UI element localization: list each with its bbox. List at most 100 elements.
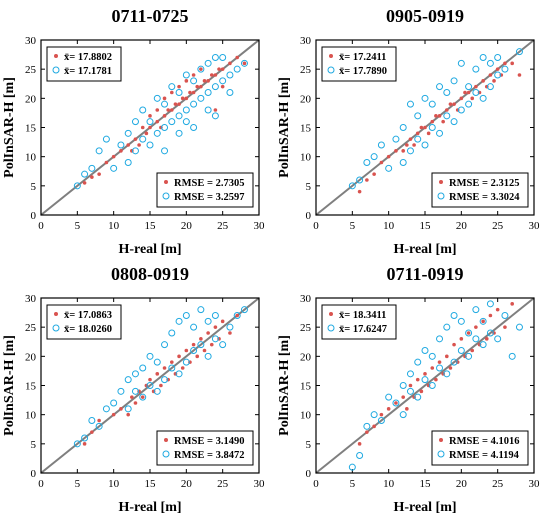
- x-axis-label: H-real [m]: [118, 500, 181, 515]
- y-tick-label: 25: [25, 322, 37, 334]
- legend-rmse-marker-blue: [437, 192, 445, 200]
- x-tick-label: 10: [383, 478, 395, 490]
- point-red: [466, 90, 471, 95]
- legend-mean-label: x̄= 17.2411: [339, 52, 386, 63]
- y-tick-label: 15: [25, 381, 37, 393]
- legend-rmse-box: [431, 172, 529, 208]
- point-blue: [472, 335, 480, 343]
- point-red: [510, 302, 514, 306]
- point-blue: [363, 159, 371, 166]
- y-tick-label: 30: [25, 293, 37, 305]
- point-red: [405, 143, 409, 147]
- point-red: [209, 342, 214, 347]
- point-blue: [219, 77, 227, 85]
- point-red: [82, 181, 87, 185]
- point-blue: [501, 312, 509, 319]
- point-red: [445, 354, 449, 359]
- point-blue: [233, 312, 241, 319]
- point-red: [90, 175, 94, 179]
- point-blue: [182, 71, 190, 79]
- point-blue: [161, 341, 169, 349]
- point-blue: [131, 147, 139, 155]
- point-red: [166, 108, 170, 112]
- legend-mean-box: [321, 304, 397, 340]
- x-tick-label: 15: [145, 220, 157, 232]
- point-red: [437, 360, 442, 364]
- x-axis-label: H-real [m]: [118, 242, 181, 257]
- point-red: [111, 154, 116, 159]
- y-axis-label: PolInSAR-H [m]: [2, 335, 17, 436]
- point-red: [148, 114, 152, 118]
- point-blue: [226, 89, 234, 96]
- y-axis-label: PolInSAR-H [m]: [277, 77, 292, 178]
- point-red: [199, 84, 203, 89]
- legend-mean-box: [46, 304, 122, 340]
- point-blue: [377, 417, 385, 424]
- x-tick-label: 25: [217, 220, 229, 232]
- plot-frame: [315, 39, 535, 216]
- series-blue: [73, 306, 248, 448]
- point-red: [162, 114, 167, 118]
- point-blue: [356, 176, 364, 184]
- point-blue: [472, 306, 480, 314]
- point-blue: [168, 329, 176, 337]
- point-red: [503, 61, 507, 66]
- x-tick-label: 30: [254, 220, 266, 232]
- point-blue: [399, 124, 407, 131]
- point-blue: [190, 77, 198, 85]
- y-tick-label: 5: [31, 439, 37, 451]
- point-blue: [219, 341, 227, 349]
- point-blue: [204, 352, 212, 360]
- point-blue: [233, 65, 241, 73]
- point-red: [220, 67, 225, 71]
- point-red: [180, 96, 185, 101]
- point-red: [111, 412, 116, 417]
- point-red: [415, 131, 420, 136]
- point-blue: [414, 112, 422, 120]
- point-red: [405, 407, 409, 411]
- y-tick-label: 0: [31, 468, 37, 480]
- point-red: [170, 90, 174, 95]
- x-tick-label: 30: [529, 478, 541, 490]
- point-blue: [486, 59, 494, 67]
- point-red: [213, 108, 218, 112]
- point-red: [140, 395, 145, 399]
- y-tick-label: 15: [300, 381, 312, 393]
- point-blue: [88, 164, 96, 172]
- x-tick-label: 5: [350, 478, 356, 490]
- point-blue: [175, 129, 183, 137]
- legend-rmse-box: [156, 430, 254, 466]
- point-blue: [443, 323, 451, 331]
- legend-rmse-label: RMSE = 4.1016: [449, 436, 519, 447]
- point-blue: [436, 364, 444, 372]
- point-red: [459, 337, 464, 341]
- legend-mean-box: [321, 46, 397, 82]
- point-red: [195, 354, 200, 359]
- panel-0711-0919: 0711-0919 H-real [m] PolInSAR-H [m] 0 5 10 15 2…: [275, 258, 550, 516]
- point-blue: [190, 124, 198, 131]
- point-blue: [240, 59, 248, 67]
- point-blue: [117, 387, 125, 395]
- point-red: [133, 137, 138, 141]
- point-blue: [348, 182, 356, 190]
- y-axis-label: PolInSAR-H [m]: [2, 77, 17, 178]
- point-blue: [457, 347, 465, 354]
- x-tick-label: 0: [38, 478, 44, 490]
- point-red: [173, 102, 178, 106]
- point-red: [213, 325, 218, 329]
- point-blue: [197, 65, 205, 73]
- point-blue: [436, 129, 444, 137]
- point-blue: [421, 94, 429, 102]
- x-axis-label: H-real [m]: [393, 500, 456, 515]
- x-tick-label: 5: [75, 478, 81, 490]
- x-tick-label: 15: [145, 478, 157, 490]
- point-red: [82, 442, 87, 446]
- series-red: [82, 313, 239, 446]
- x-tick-label: 10: [108, 220, 120, 232]
- point-red: [155, 119, 160, 124]
- point-red: [177, 354, 181, 359]
- point-blue: [436, 83, 444, 91]
- x-tick-label: 10: [108, 478, 120, 490]
- legend-rmse-label: RMSE = 3.2597: [174, 192, 244, 203]
- y-tick-label: 20: [300, 93, 312, 105]
